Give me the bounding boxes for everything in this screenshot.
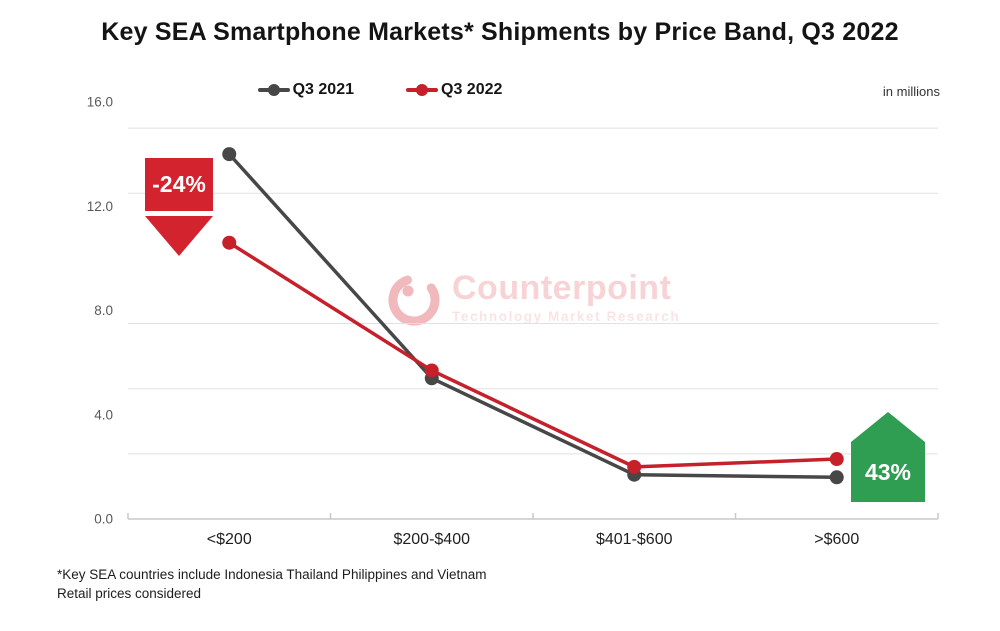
legend-item-q3-2022: Q3 2022 — [406, 81, 502, 99]
footnote: *Key SEA countries include Indonesia Tha… — [57, 565, 487, 603]
series-q3-2022 — [222, 235, 844, 474]
decline-badge-value: -24% — [145, 158, 213, 211]
legend-marker-q3-2021-icon — [257, 84, 290, 96]
y-tick-label: 8.0 — [94, 303, 113, 318]
data-point-q3-2022-0 — [222, 235, 237, 250]
legend: Q3 2021 Q3 2022 — [0, 81, 760, 99]
units-label: in millions — [882, 84, 940, 99]
data-point-q3-2021-3 — [829, 470, 844, 485]
y-tick-label: 0.0 — [94, 512, 113, 527]
data-point-q3-2022-1 — [424, 363, 439, 378]
x-axis-labels: <$200 $200-$400 $401-$600 >$600 — [207, 531, 860, 548]
arrow-up-icon — [851, 412, 925, 442]
y-tick-label: 12.0 — [87, 199, 113, 214]
chart-title: Key SEA Smartphone Markets* Shipments by… — [101, 18, 899, 46]
y-axis-labels: 16.0 12.0 8.0 4.0 0.0 — [87, 95, 113, 527]
gridlines — [128, 127, 938, 455]
x-category-label: $401-$600 — [596, 531, 673, 548]
x-category-label: $200-$400 — [393, 531, 470, 548]
x-axis — [127, 513, 939, 520]
series-line-q3-2022 — [228, 241, 837, 469]
x-category-label: >$600 — [814, 531, 859, 548]
data-point-q3-2021-0 — [222, 147, 237, 162]
footnote-line-1: *Key SEA countries include Indonesia Tha… — [57, 567, 487, 582]
watermark-name: Counterpoint — [452, 269, 672, 307]
growth-badge-value: 43% — [851, 442, 925, 502]
legend-marker-q3-2022-icon — [406, 84, 438, 96]
counterpoint-watermark: Counterpoint Technology Market Research — [386, 270, 680, 328]
footnote-line-2: Retail prices considered — [57, 586, 202, 601]
series-q3-2021 — [222, 147, 844, 485]
arrow-down-icon — [145, 216, 213, 256]
decline-badge: -24% — [145, 158, 213, 256]
watermark-subtitle: Technology Market Research — [452, 309, 681, 324]
legend-label-q3-2022: Q3 2022 — [441, 81, 503, 98]
data-point-q3-2022-3 — [829, 452, 844, 467]
y-tick-label: 4.0 — [94, 407, 113, 422]
data-point-q3-2022-2 — [627, 459, 642, 474]
x-category-label: <$200 — [207, 531, 252, 548]
legend-label-q3-2021: Q3 2021 — [292, 81, 354, 98]
growth-badge: 43% — [851, 412, 925, 502]
y-tick-label: 16.0 — [87, 95, 113, 110]
series-line-q3-2021 — [227, 152, 837, 480]
legend-item-q3-2021: Q3 2021 — [257, 81, 354, 99]
counterpoint-logo-icon — [388, 274, 440, 326]
